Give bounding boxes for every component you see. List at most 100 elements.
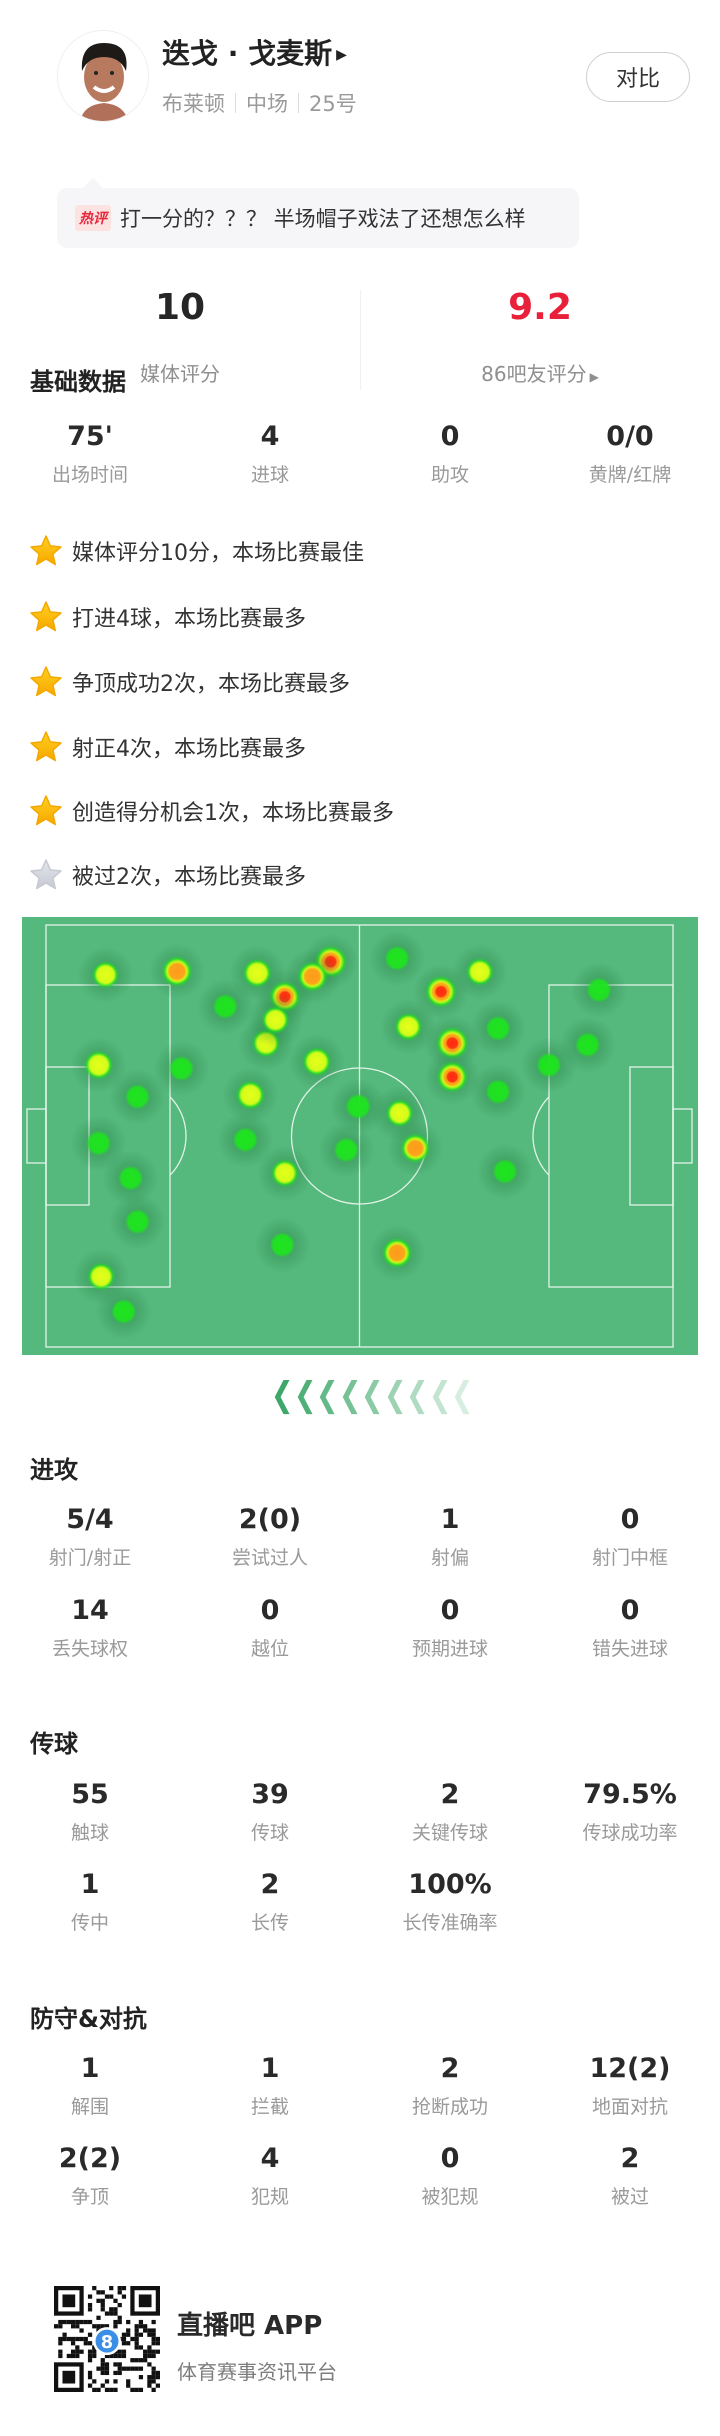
heatmap-layer — [70, 930, 628, 1340]
app-name: 直播吧 APP — [177, 2311, 323, 2341]
stat-label: 传球成功率 — [582, 1822, 678, 1844]
highlight-text: 射正4次，本场比赛最多 — [72, 737, 306, 762]
stat-label: 拦截 — [250, 2096, 289, 2118]
heat-point — [247, 991, 304, 1048]
stat-value: 5/4 — [66, 1504, 114, 1535]
stat-value: 0/0 — [606, 421, 654, 452]
highlight-item: 打进4球，本场比赛最多 — [28, 597, 306, 637]
section-title-basic: 基础数据 — [30, 368, 126, 396]
qr-code: 8 — [54, 2286, 160, 2392]
hot-comment-text: 打一分的？？？ 半场帽子戏法了还想怎么样 — [120, 207, 526, 231]
highlight-text: 打进4球，本场比赛最多 — [72, 607, 306, 632]
heat-point — [222, 1067, 279, 1124]
team-name[interactable]: 布莱顿 — [162, 92, 225, 116]
hot-comment[interactable]: 热评 打一分的？？？ 半场帽子戏法了还想怎么样 — [57, 178, 579, 248]
stat-label: 触球 — [70, 1822, 109, 1844]
stat-item: 1 射偏 — [360, 1503, 540, 1570]
star-icon — [30, 795, 62, 826]
highlight-text: 被过2次，本场比赛最多 — [72, 865, 306, 890]
heat-point — [413, 963, 470, 1020]
stat-value: 0 — [440, 2143, 460, 2174]
stat-item: 100% 长传准确率 — [360, 1868, 540, 1935]
highlight-item: 射正4次，本场比赛最多 — [28, 727, 306, 767]
stat-label: 预期进球 — [411, 1638, 488, 1660]
stat-value: 1 — [440, 1504, 460, 1535]
app-logo-icon — [93, 2327, 121, 2356]
stat-item: 0 越位 — [180, 1594, 360, 1661]
heat-point — [95, 1283, 152, 1340]
highlight-item: 争顶成功2次，本场比赛最多 — [28, 662, 350, 702]
heat-point — [197, 978, 254, 1035]
stat-item: 79.5% 传球成功率 — [540, 1778, 720, 1845]
penalty-arc — [532, 1096, 550, 1176]
stat-item: 2 被过 — [540, 2142, 720, 2209]
chevron-left-icon: ❮ — [293, 1375, 317, 1415]
stat-item: 5/4 射门/射正 — [0, 1503, 180, 1570]
stat-value: 2(2) — [58, 2143, 122, 2174]
heat-point — [284, 948, 341, 1005]
stat-value: 2 — [620, 2143, 640, 2174]
stat-label: 犯规 — [250, 2186, 289, 2208]
stat-item: 2 关键传球 — [360, 1778, 540, 1845]
stat-value: 0 — [440, 421, 460, 452]
stat-item: 2(0) 尝试过人 — [180, 1503, 360, 1570]
stat-label: 越位 — [250, 1638, 289, 1660]
stat-value: 4 — [260, 421, 280, 452]
heat-point — [387, 1120, 444, 1177]
stat-value: 2(0) — [238, 1504, 302, 1535]
stat-item: 0/0 黄牌/红牌 — [540, 420, 720, 487]
stat-value: 14 — [71, 1595, 109, 1626]
heatmap-pitch — [22, 917, 698, 1355]
stat-item: 0 被犯规 — [360, 2142, 540, 2209]
player-info: 布莱顿 中场 25号 — [162, 88, 357, 118]
heat-point — [318, 1121, 375, 1178]
stat-label: 丢失球权 — [51, 1638, 128, 1660]
stat-item: 2(2) 争顶 — [0, 2142, 180, 2209]
stat-item: 55 触球 — [0, 1778, 180, 1845]
highlight-item: 被过2次，本场比赛最多 — [28, 855, 306, 895]
stat-value: 100% — [408, 1869, 492, 1900]
highlight-text: 争顶成功2次，本场比赛最多 — [72, 672, 350, 697]
heat-point — [70, 1037, 127, 1094]
stat-item: 4 犯规 — [180, 2142, 360, 2209]
stat-label: 进球 — [250, 464, 289, 486]
heat-point — [476, 1143, 533, 1200]
stat-item: 0 射门中框 — [540, 1503, 720, 1570]
attack-direction-arrows: ❮ ❮ ❮ ❮ ❮ ❮ ❮ ❮ ❮ — [268, 1375, 474, 1415]
player-avatar[interactable] — [57, 30, 149, 122]
heat-point — [217, 1111, 274, 1168]
penalty-arc — [169, 1096, 187, 1176]
heat-point — [424, 1048, 481, 1105]
stat-item: 1 传中 — [0, 1868, 180, 1935]
stat-item: 0 错失进球 — [540, 1594, 720, 1661]
heat-point — [330, 1078, 387, 1135]
compare-button[interactable]: 对比 — [586, 52, 690, 102]
star-icon — [30, 859, 62, 890]
highlight-text: 媒体评分10分，本场比赛最佳 — [72, 541, 364, 566]
player-name[interactable]: 迭戈 · 戈麦斯 ▶ — [162, 37, 347, 70]
stat-item: 2 长传 — [180, 1868, 360, 1935]
stat-value: 39 — [251, 1779, 289, 1810]
section-title-attack: 进攻 — [30, 1456, 78, 1484]
heat-point — [254, 1216, 311, 1273]
stat-value: 75' — [67, 421, 113, 452]
stat-label: 射偏 — [430, 1547, 469, 1569]
chevron-left-icon: ❮ — [270, 1375, 294, 1415]
stat-item: 75' 出场时间 — [0, 420, 180, 487]
stat-label: 传中 — [70, 1912, 109, 1934]
chevron-left-icon: ❮ — [360, 1375, 384, 1415]
media-rating: 10 媒体评分 — [140, 287, 220, 386]
chevron-left-icon: ❮ — [405, 1375, 429, 1415]
stat-value: 1 — [260, 2053, 280, 2084]
stat-label: 黄牌/红牌 — [588, 464, 672, 486]
divider — [235, 93, 236, 113]
star-icon — [30, 666, 62, 697]
stat-item: 4 进球 — [180, 420, 360, 487]
heat-point — [451, 943, 508, 1000]
stat-item: 0 预期进球 — [360, 1594, 540, 1661]
fan-rating[interactable]: 9.2 86吧友评分 ▶ — [481, 287, 599, 386]
heat-point — [109, 1193, 166, 1250]
caret-right-icon: ▶ — [336, 47, 347, 63]
chevron-left-icon: ❮ — [338, 1375, 362, 1415]
heat-point — [369, 930, 426, 987]
